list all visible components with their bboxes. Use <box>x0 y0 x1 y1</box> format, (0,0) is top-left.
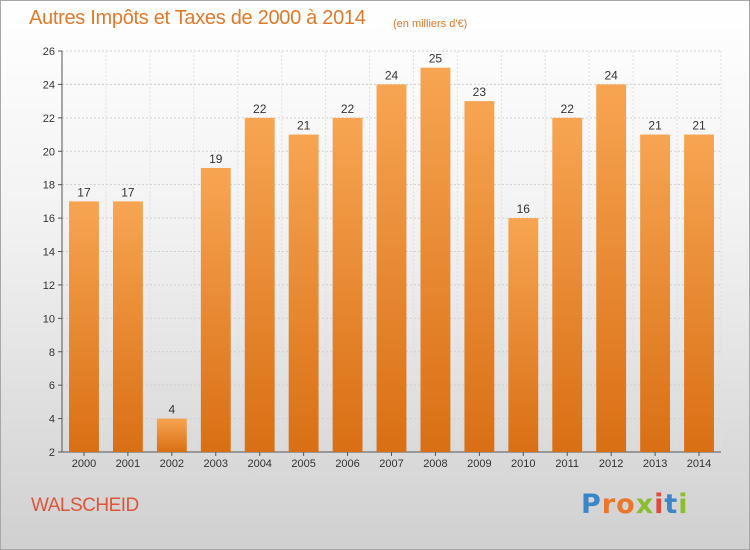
data-label: 21 <box>692 119 706 133</box>
y-tick-label: 8 <box>49 347 55 359</box>
logo-letter: P <box>581 489 602 520</box>
x-tick-label: 2012 <box>599 458 623 470</box>
x-tick-label: 2001 <box>116 458 140 470</box>
chart-title: Autres Impôts et Taxes de 2000 à 2014 <box>29 7 366 29</box>
x-tick-label: 2000 <box>72 458 96 470</box>
data-label: 25 <box>429 52 443 66</box>
data-label: 22 <box>561 102 575 116</box>
data-labels: 17 17 4 19 22 21 22 24 25 23 16 22 24 21 21 <box>77 52 706 417</box>
data-label: 24 <box>385 68 399 82</box>
y-tick-label: 16 <box>43 213 55 225</box>
bar-2009 <box>464 101 495 452</box>
y-tick-label: 6 <box>49 380 55 392</box>
logo-letter: t <box>664 489 679 520</box>
bar-2004 <box>244 117 275 452</box>
x-tick-label: 2003 <box>204 458 228 470</box>
logo-letter: x <box>635 489 655 520</box>
data-label: 23 <box>473 85 487 99</box>
x-tick-label: 2014 <box>687 458 711 470</box>
data-label: 24 <box>604 68 618 82</box>
bar-2003 <box>200 167 231 453</box>
y-tick-label: 24 <box>43 79 55 91</box>
bar-2001 <box>112 201 143 452</box>
bar-2012 <box>596 84 627 453</box>
y-tick-label: 10 <box>43 313 55 325</box>
x-tick-label: 2007 <box>379 458 403 470</box>
logo-letter: r <box>601 489 617 520</box>
bar-2006 <box>332 117 363 452</box>
y-tick-label: 14 <box>43 247 55 259</box>
logo-letter: o <box>616 489 636 520</box>
data-label: 4 <box>168 403 175 417</box>
x-tick-label: 2005 <box>291 458 315 470</box>
y-tick-label: 26 <box>43 46 55 58</box>
place-name: WALSCHEID <box>31 495 139 516</box>
data-label: 16 <box>517 202 531 216</box>
data-label: 22 <box>253 102 267 116</box>
y-tick-label: 20 <box>43 146 55 158</box>
bar-2008 <box>420 67 451 452</box>
y-tick-label: 2 <box>49 447 55 459</box>
data-label: 21 <box>297 119 311 133</box>
proxiti-logo: Proxiti <box>581 489 689 520</box>
bar-2014 <box>684 134 714 452</box>
data-label: 22 <box>341 102 355 116</box>
bar-2011 <box>552 117 583 452</box>
chart-unit: (en milliers d'€) <box>393 18 468 30</box>
x-tick-label: 2006 <box>335 458 359 470</box>
x-tick-label: 2004 <box>247 458 271 470</box>
bar-2013 <box>640 134 671 452</box>
data-label: 19 <box>209 152 223 166</box>
bar-2005 <box>288 134 319 452</box>
y-tick-label: 22 <box>43 113 55 125</box>
x-tick-label: 2010 <box>511 458 535 470</box>
x-tick-label: 2013 <box>643 458 667 470</box>
bar-2002 <box>156 418 187 452</box>
bar-2010 <box>508 218 539 452</box>
bar-2000 <box>69 201 99 452</box>
logo-letter: i <box>654 489 665 520</box>
bar-2007 <box>376 84 407 453</box>
x-tick-label: 2002 <box>160 458 184 470</box>
data-label: 17 <box>77 185 91 199</box>
data-label: 17 <box>121 185 135 199</box>
x-tick-label: 2011 <box>555 458 579 470</box>
y-tick-label: 12 <box>43 280 55 292</box>
x-tick-label: 2009 <box>467 458 491 470</box>
y-tick-label: 18 <box>43 180 55 192</box>
x-tick-label: 2008 <box>423 458 447 470</box>
y-tick-label: 4 <box>49 414 55 426</box>
logo-letter: i <box>678 489 689 520</box>
bars <box>69 67 714 453</box>
data-label: 21 <box>648 119 662 133</box>
